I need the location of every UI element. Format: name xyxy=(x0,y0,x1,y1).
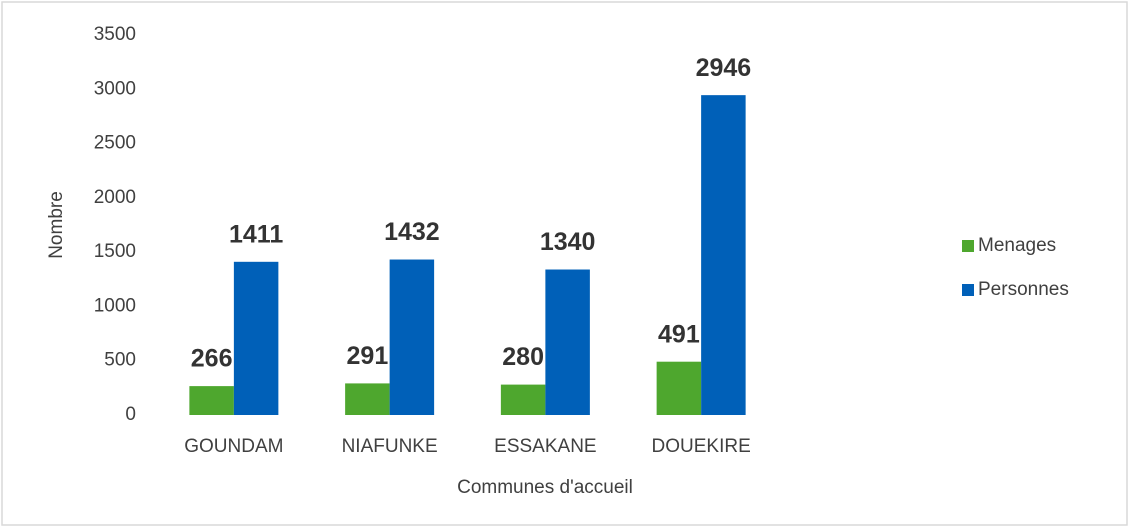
y-tick-label: 2000 xyxy=(94,187,136,208)
data-label: 291 xyxy=(347,342,389,370)
data-label: 1340 xyxy=(540,228,596,256)
bar xyxy=(233,261,279,415)
y-tick-label: 1000 xyxy=(94,295,136,316)
bar xyxy=(189,386,234,415)
y-axis-title: Nombre xyxy=(46,191,67,259)
y-tick-label: 1500 xyxy=(94,241,136,262)
x-tick-label: DOUEKIRE xyxy=(652,436,751,457)
bar xyxy=(701,95,746,416)
bar xyxy=(545,269,590,415)
legend-swatch xyxy=(962,240,974,252)
y-tick-label: 500 xyxy=(104,350,136,371)
data-label: 1432 xyxy=(384,218,440,246)
x-tick-label: NIAFUNKE xyxy=(342,436,438,457)
y-tick-label: 3000 xyxy=(94,78,136,99)
data-label: 280 xyxy=(502,343,544,371)
x-axis-title: Communes d'accueil xyxy=(457,477,633,498)
data-label: 1411 xyxy=(229,220,283,248)
bar xyxy=(389,259,435,415)
data-label: 2946 xyxy=(696,54,752,82)
x-tick-label: ESSAKANE xyxy=(494,436,596,457)
y-tick-label: 2500 xyxy=(94,133,136,154)
bar xyxy=(656,361,702,415)
legend-swatch xyxy=(962,284,974,296)
x-tick-label: GOUNDAM xyxy=(184,436,283,457)
bar xyxy=(345,383,390,415)
y-tick-label: 3500 xyxy=(94,24,136,45)
legend-label: Personnes xyxy=(978,279,1069,300)
data-label: 491 xyxy=(658,320,700,348)
data-label: 266 xyxy=(191,345,233,373)
legend-label: Menages xyxy=(978,235,1056,256)
y-tick-label: 0 xyxy=(125,404,136,425)
bar xyxy=(500,384,546,415)
